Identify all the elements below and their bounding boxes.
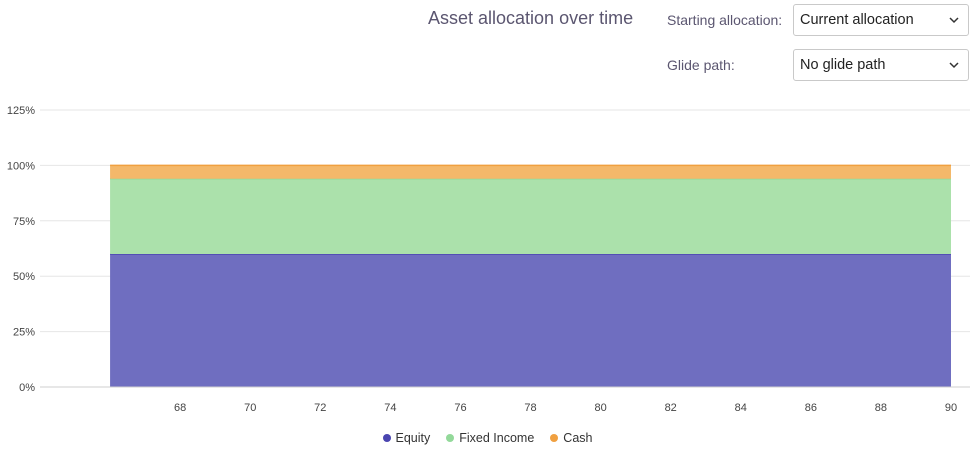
y-tick-label: 75% bbox=[13, 216, 35, 228]
legend-dot-icon bbox=[382, 434, 391, 442]
x-tick-label: 68 bbox=[174, 402, 186, 414]
area-equity bbox=[110, 254, 952, 387]
starting-allocation-select[interactable]: Current allocation bbox=[793, 4, 969, 36]
starting-allocation-label: Starting allocation: bbox=[667, 12, 783, 28]
y-tick-label: 125% bbox=[7, 105, 35, 117]
legend-dot-icon bbox=[446, 434, 455, 442]
y-tick-label: 0% bbox=[19, 382, 35, 394]
y-tick-label: 25% bbox=[13, 327, 35, 339]
x-tick-label: 78 bbox=[524, 402, 536, 414]
legend-label: Equity bbox=[395, 431, 431, 445]
x-tick-label: 84 bbox=[735, 402, 747, 414]
x-tick-label: 88 bbox=[875, 402, 887, 414]
legend-item-fixed-income[interactable]: Fixed Income bbox=[446, 431, 534, 445]
legend-item-equity[interactable]: Equity bbox=[382, 431, 431, 445]
glide-path-select[interactable]: No glide path bbox=[793, 49, 969, 81]
x-tick-label: 76 bbox=[454, 402, 466, 414]
chart-legend: Equity Fixed Income Cash bbox=[0, 431, 975, 445]
x-tick-label: 72 bbox=[314, 402, 326, 414]
y-tick-label: 50% bbox=[13, 271, 35, 283]
chevron-down-icon bbox=[949, 17, 959, 24]
x-tick-label: 82 bbox=[665, 402, 677, 414]
glide-path-value: No glide path bbox=[800, 57, 886, 73]
legend-label: Cash bbox=[563, 431, 593, 445]
allocation-area-chart: 0% 25% 50% 75% 100% 125% 68 70 72 74 76 78 80 82 84 86 8… bbox=[7, 105, 970, 414]
chevron-down-icon bbox=[949, 62, 959, 69]
x-tick-label: 74 bbox=[384, 402, 396, 414]
starting-allocation-value: Current allocation bbox=[800, 12, 914, 28]
glide-path-label: Glide path: bbox=[667, 57, 735, 73]
legend-label: Fixed Income bbox=[459, 431, 535, 445]
x-tick-label: 90 bbox=[945, 402, 957, 414]
legend-item-cash[interactable]: Cash bbox=[550, 431, 592, 445]
area-cash bbox=[110, 165, 952, 179]
area-fixed-income bbox=[110, 178, 952, 255]
x-tick-label: 86 bbox=[805, 402, 817, 414]
x-tick-label: 70 bbox=[244, 402, 256, 414]
x-tick-label: 80 bbox=[594, 402, 606, 414]
chart-title: Asset allocation over time bbox=[428, 8, 634, 28]
y-tick-label: 100% bbox=[7, 160, 35, 172]
legend-dot-icon bbox=[550, 434, 559, 442]
